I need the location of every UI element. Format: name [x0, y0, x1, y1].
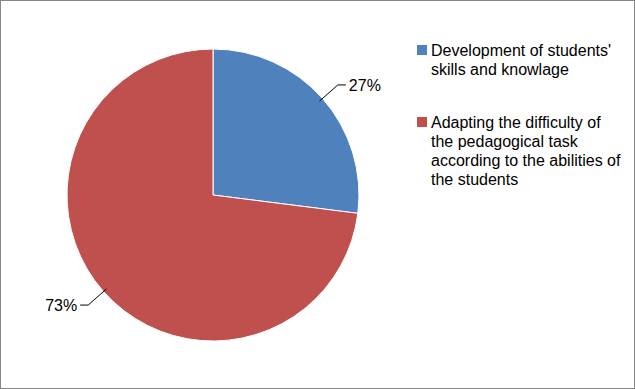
legend-label-line: Development of students' [431, 42, 611, 59]
legend-label-line: the students [431, 171, 518, 188]
legend-label-line: skills and knowlage [431, 61, 569, 78]
pie-slice [213, 49, 359, 213]
leader-line [320, 85, 346, 101]
data-label: 73% [45, 297, 77, 314]
pie [67, 49, 359, 341]
legend-swatch [417, 45, 427, 55]
legend-label: Adapting the difficulty of the pedagogica… [431, 114, 621, 188]
chart-frame [1, 1, 635, 389]
data-label: 27% [349, 77, 381, 94]
leader-line [80, 289, 106, 305]
legend-label-line: according to the abilities of [431, 152, 621, 169]
legend-label-line: the pedagogical task [431, 133, 579, 150]
chart: 27% 73% Development of students' skills and… [0, 0, 635, 389]
legend-label-line: Adapting the difficulty of [431, 114, 601, 131]
legend: Development of students' skills and knowl… [417, 42, 621, 188]
data-labels: 27% 73% [45, 77, 381, 314]
pie-slice [67, 49, 358, 341]
legend-swatch [417, 117, 427, 127]
legend-label: Development of students' skills and knowl… [431, 42, 611, 78]
